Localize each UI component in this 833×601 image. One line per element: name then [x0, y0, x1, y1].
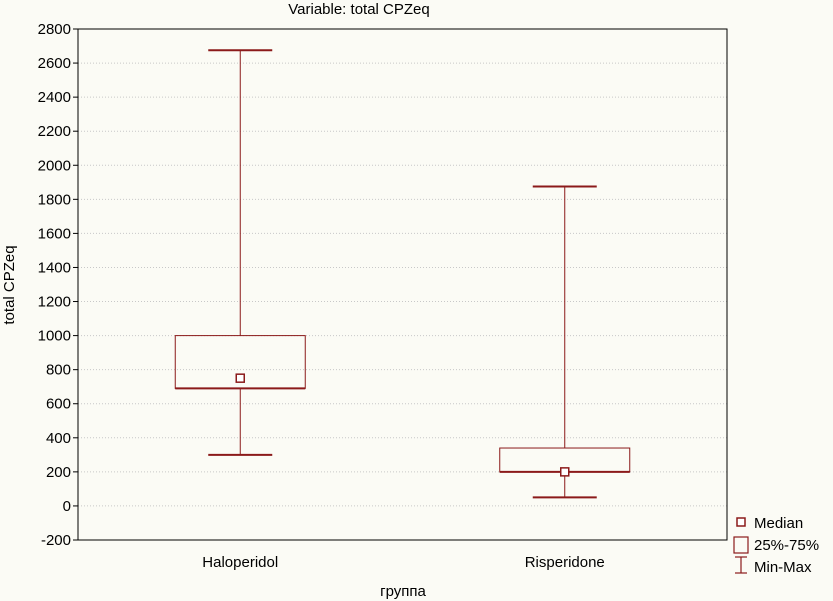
y-tick-label: 400 — [46, 430, 71, 447]
x-tick-label: Risperidone — [525, 554, 605, 571]
plot-frame — [77, 28, 728, 541]
legend: Median 25%-75% Min-Max — [733, 515, 819, 576]
y-tick-label: 2600 — [38, 55, 71, 72]
y-tick-label: 200 — [46, 464, 71, 481]
x-tick-label: Haloperidol — [202, 554, 278, 571]
y-tick-label: 600 — [46, 396, 71, 413]
y-tick-label: 2800 — [38, 21, 71, 38]
y-tick-label: 800 — [46, 362, 71, 379]
y-tick-label: 0 — [63, 498, 71, 515]
y-tick-label: 2000 — [38, 157, 71, 174]
median-marker — [235, 373, 245, 383]
y-tick-label: 1800 — [38, 191, 71, 208]
legend-box-swatch — [733, 536, 749, 554]
y-tick-label: 1200 — [38, 294, 71, 311]
y-tick-label: 1600 — [38, 225, 71, 242]
legend-minmax-label: Min-Max — [754, 559, 812, 576]
x-axis-title: группа — [380, 583, 426, 600]
legend-median-label: Median — [754, 515, 803, 532]
box-risperidone — [499, 185, 631, 499]
legend-median-swatch — [736, 517, 746, 527]
y-axis-title: total CPZeq — [1, 245, 18, 324]
y-tick-label: 2200 — [38, 123, 71, 140]
box-haloperidol — [174, 49, 306, 456]
plot-area: -200 0 200 400 600 800 1000 1200 1400 1600 1800 200… — [38, 21, 728, 571]
chart-title: Variable: total CPZeq — [288, 1, 429, 18]
y-tick-label: 1000 — [38, 328, 71, 345]
median-marker — [560, 467, 570, 477]
y-tick-label: 1400 — [38, 259, 71, 276]
y-tick-label: 2400 — [38, 89, 71, 106]
y-tick-label: -200 — [41, 532, 71, 549]
legend-box-label: 25%-75% — [754, 537, 819, 554]
